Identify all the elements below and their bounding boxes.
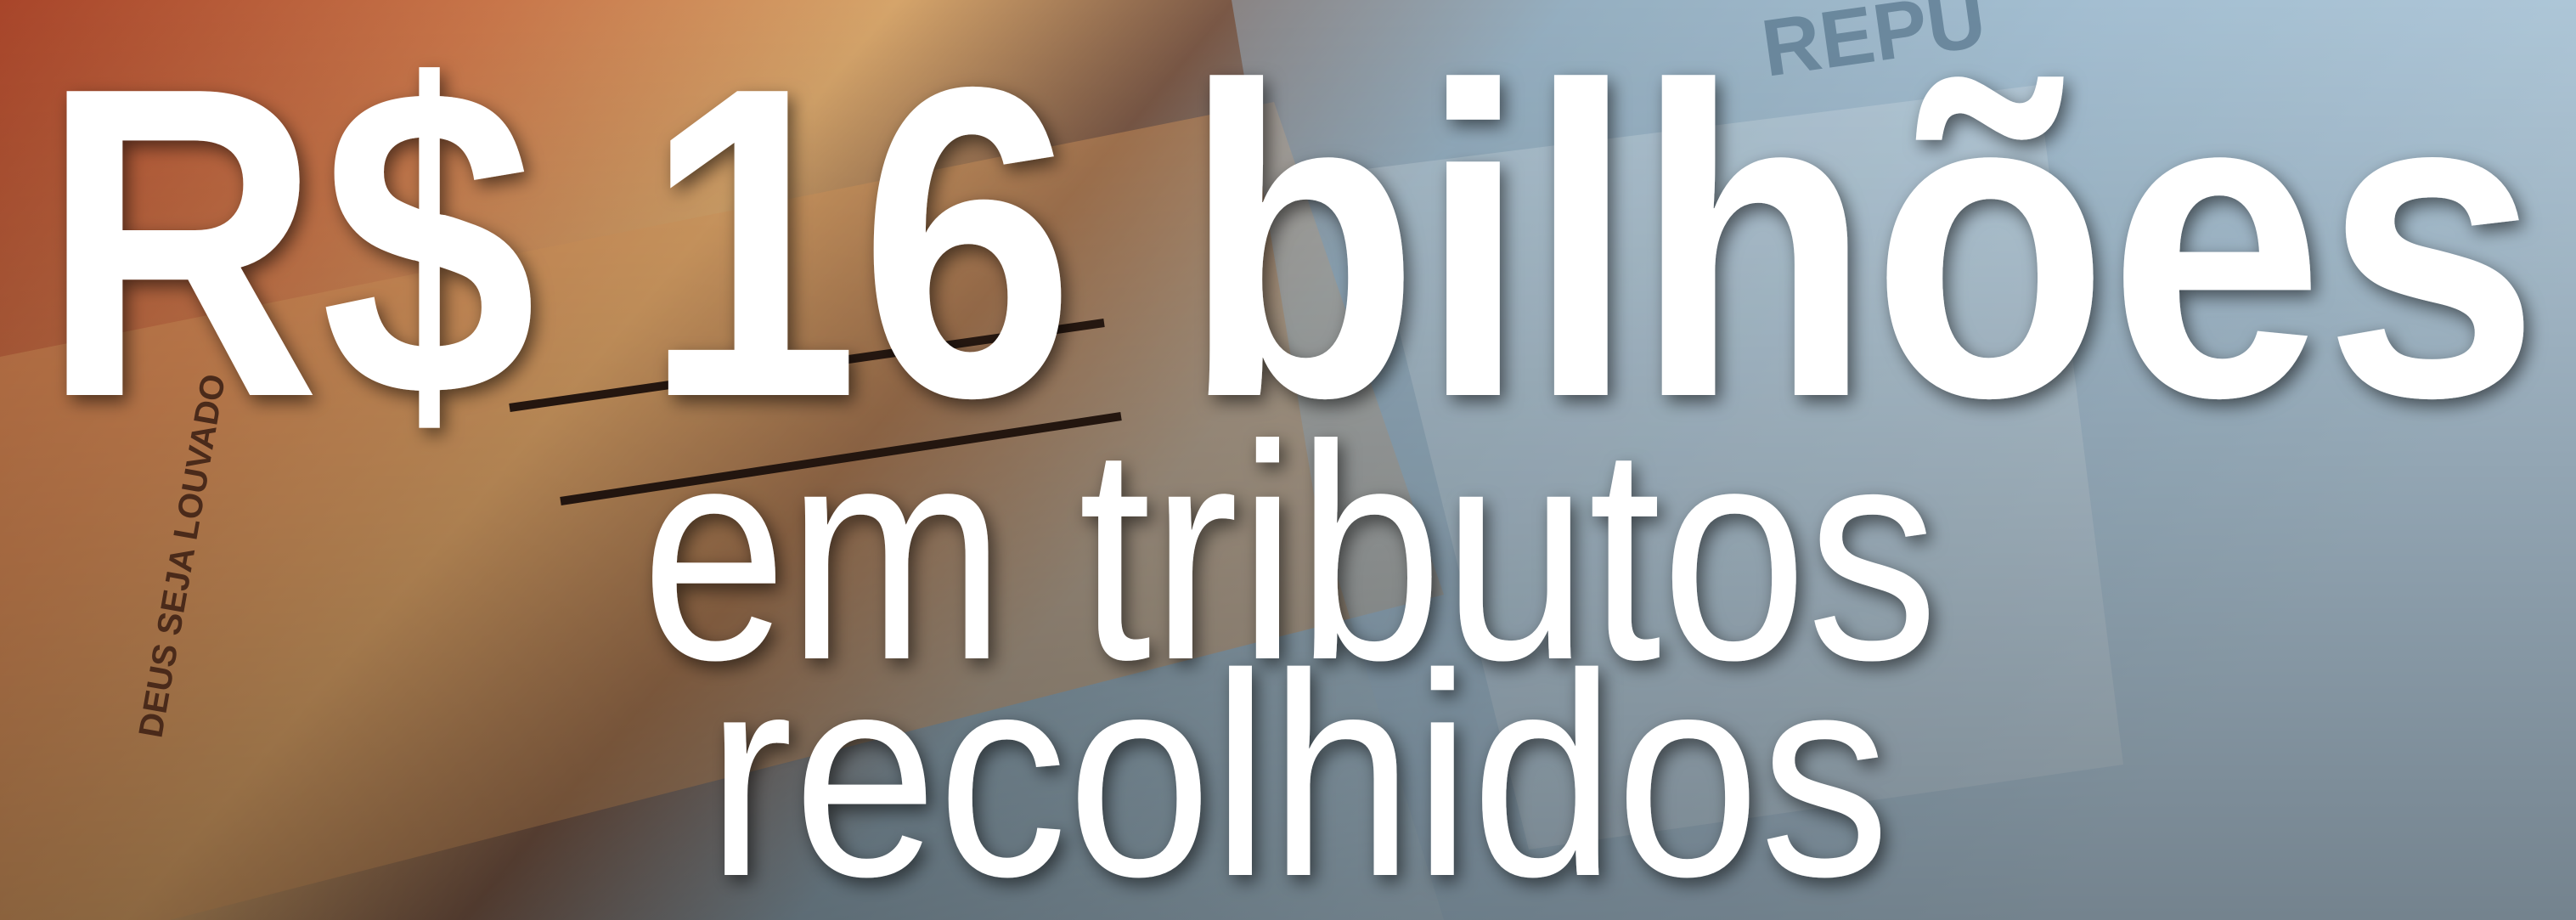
subheadline: recolhidos	[707, 614, 1890, 920]
headline: R$ 16 bilhões	[41, 0, 2539, 489]
subheadline: em tributos	[641, 382, 1938, 724]
